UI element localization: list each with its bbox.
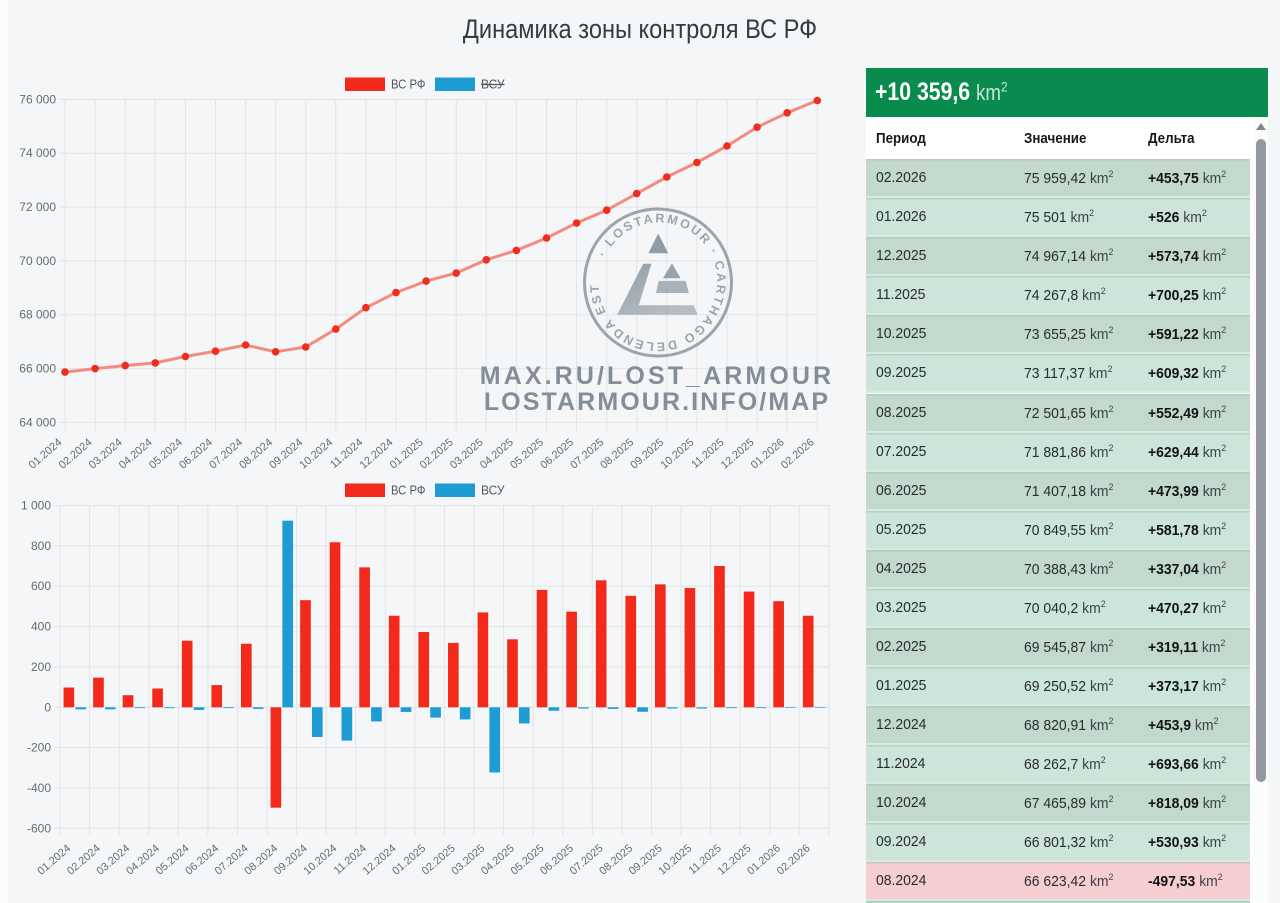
svg-text:800: 800 bbox=[31, 539, 51, 553]
svg-text:-200: -200 bbox=[27, 741, 51, 755]
svg-text:200: 200 bbox=[31, 660, 51, 674]
svg-text:1 000: 1 000 bbox=[21, 499, 51, 513]
svg-text:-600: -600 bbox=[27, 821, 51, 835]
svg-text:600: 600 bbox=[31, 579, 51, 593]
svg-text:74 000: 74 000 bbox=[19, 146, 56, 160]
svg-text:ВСУ: ВСУ bbox=[481, 77, 505, 92]
svg-text:64 000: 64 000 bbox=[19, 415, 56, 429]
svg-text:76 000: 76 000 bbox=[19, 92, 56, 106]
svg-text:0: 0 bbox=[44, 700, 51, 714]
svg-text:70 000: 70 000 bbox=[19, 254, 56, 268]
svg-text:ВС РФ: ВС РФ bbox=[391, 483, 426, 498]
svg-text:68 000: 68 000 bbox=[19, 308, 56, 322]
svg-text:400: 400 bbox=[31, 620, 51, 634]
svg-text:· LOSTARMOUR · CARTHAGO DELEND: · LOSTARMOUR · CARTHAGO DELENDA EST bbox=[588, 211, 729, 354]
svg-text:66 000: 66 000 bbox=[19, 362, 56, 376]
svg-text:72 000: 72 000 bbox=[19, 200, 56, 214]
svg-text:ВС РФ: ВС РФ bbox=[391, 77, 426, 92]
svg-text:ВСУ: ВСУ bbox=[481, 483, 505, 498]
svg-text:-400: -400 bbox=[27, 781, 51, 795]
